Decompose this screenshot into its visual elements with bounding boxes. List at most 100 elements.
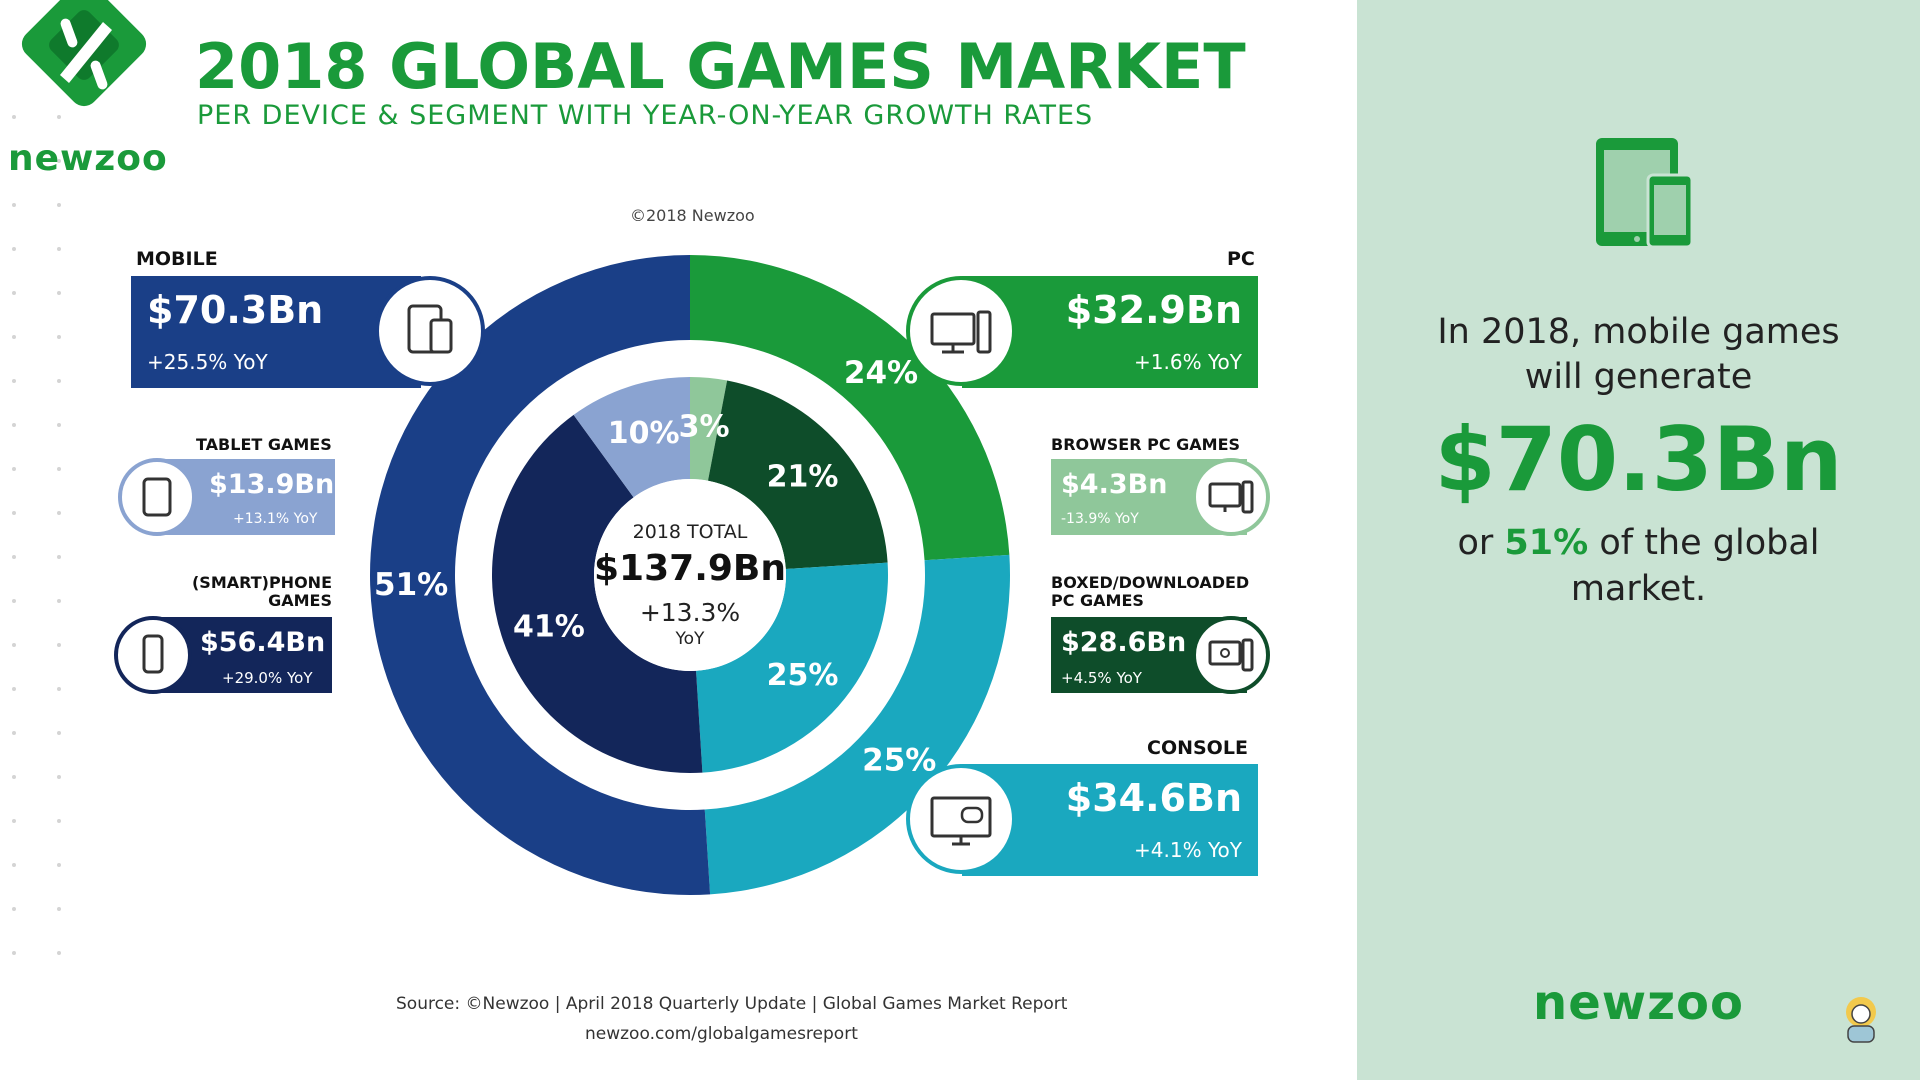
decorative-dot — [57, 335, 61, 339]
donut-center — [594, 479, 786, 671]
boxed-pc-games-label-line1: BOXED/DOWNLOADED — [1051, 573, 1250, 592]
mobile-label: MOBILE — [136, 248, 218, 270]
decorative-dot — [12, 335, 16, 339]
inner-slice-smart-phone-games — [492, 414, 703, 773]
inner-pct-label-boxed-downloaded-pc-games: 21% — [767, 460, 839, 495]
browser-value: $4.3Bn — [1061, 469, 1168, 500]
decorative-dot — [57, 907, 61, 911]
browser-pc-games-label: BROWSER PC GAMES — [1051, 435, 1241, 454]
source-url: newzoo.com/globalgamesreport — [585, 1024, 858, 1044]
decorative-dot — [57, 467, 61, 471]
source-note: Source: ©Newzoo | April 2018 Quarterly U… — [396, 994, 1068, 1014]
decorative-dot — [12, 159, 16, 163]
decorative-dot — [12, 467, 16, 471]
inner-slice-tablet-games — [573, 377, 690, 498]
browser-yoy: -13.9% YoY — [1061, 511, 1139, 527]
outer-slice-console — [704, 554, 1010, 895]
phone-games-label-line2: GAMES — [268, 591, 332, 610]
decorative-dot — [57, 687, 61, 691]
console-tv-gamepad-icon — [906, 764, 1016, 874]
inner-pct-label-browser-pc-games: 3% — [679, 409, 730, 444]
decorative-dot — [57, 643, 61, 647]
tablet-icon — [118, 458, 196, 536]
boxed-yoy: +4.5% YoY — [1061, 669, 1142, 687]
decorative-dot — [57, 379, 61, 383]
phone-yoy: +29.0% YoY — [222, 669, 313, 687]
desktop-computer-icon — [906, 276, 1016, 386]
tablet-games-label: TABLET GAMES — [196, 435, 332, 454]
decorative-dot — [12, 775, 16, 779]
callout-line-1: In 2018, mobile games — [1437, 312, 1840, 352]
tablet-value: $13.9Bn — [209, 469, 335, 500]
console-label: CONSOLE — [1147, 737, 1248, 759]
inner-pct-label-smart-phone-games: 41% — [513, 610, 585, 645]
decorative-dot — [57, 951, 61, 955]
decorative-dot — [12, 731, 16, 735]
decorative-dot — [57, 819, 61, 823]
donut-chart: 24% 25% 51% 3% 21% 25% 41% 10% — [369, 255, 1010, 895]
mobile-value: $70.3Bn — [147, 288, 324, 332]
phone-games-label-line1: (SMART)PHONE — [191, 573, 332, 592]
inner-slice-browser-pc-games — [690, 377, 728, 481]
decorative-dot — [57, 511, 61, 515]
decorative-dot — [12, 423, 16, 427]
page-subtitle: PER DEVICE & SEGMENT WITH YEAR-ON-YEAR G… — [197, 100, 1094, 131]
decorative-dot — [12, 555, 16, 559]
decorative-dot — [12, 907, 16, 911]
decorative-dot — [12, 599, 16, 603]
center-growth: +13.3% — [639, 598, 741, 627]
tablet-yoy: +13.1% YoY — [233, 511, 318, 527]
decorative-dot — [57, 159, 61, 163]
decorative-dot — [12, 511, 16, 515]
decorative-dot — [12, 643, 16, 647]
console-yoy: +4.1% YoY — [1134, 838, 1242, 862]
decorative-dot — [57, 291, 61, 295]
outer-pct-label-console: 25% — [862, 743, 936, 779]
newzoo-logo-icon — [21, 0, 147, 107]
logo-wordmark: newzoo — [8, 138, 168, 179]
pc-value: $32.9Bn — [1065, 288, 1242, 332]
mobile-devices-icon — [375, 276, 485, 386]
callout-big-value: $70.3Bn — [1434, 408, 1843, 511]
copyright-note: ©2018 Newzoo — [630, 206, 755, 225]
inner-slice-boxed-downloaded-pc-games — [707, 380, 888, 569]
decorative-dot — [57, 599, 61, 603]
outer-pct-label-mobile: 51% — [374, 567, 448, 603]
pc-yoy: +1.6% YoY — [1134, 350, 1242, 374]
decorative-dot — [57, 731, 61, 735]
outer-slice-pc — [690, 255, 1010, 561]
tablet-and-phone-icon — [1596, 138, 1694, 249]
decorative-dot — [12, 379, 16, 383]
smartphone-icon — [114, 616, 192, 694]
pc-label: PC — [1227, 248, 1255, 270]
mobile-value-box: $70.3Bn +25.5% YoY — [131, 276, 421, 388]
decorative-dot — [57, 423, 61, 427]
download-pc-icon — [1192, 616, 1270, 694]
decorative-dot — [57, 555, 61, 559]
inner-pct-label-console: 25% — [767, 658, 839, 693]
decorative-dot — [57, 863, 61, 867]
boxed-pc-games-label-line2: PC GAMES — [1051, 591, 1144, 610]
decorative-dot — [12, 951, 16, 955]
boxed-pc-games-label: BOXED/DOWNLOADED PC GAMES — [1051, 574, 1249, 610]
callout-line-2: will generate — [1524, 357, 1753, 397]
callout-pct: 51% — [1504, 523, 1589, 563]
center-total-value: $137.9Bn — [594, 548, 786, 589]
decorative-dot — [12, 115, 16, 119]
outer-pct-label-pc: 24% — [844, 355, 918, 391]
callout-line-4: market. — [1570, 569, 1707, 609]
decorative-dot — [12, 291, 16, 295]
center-label: 2018 TOTAL — [632, 521, 748, 543]
decorative-dot — [12, 203, 16, 207]
decorative-dot — [12, 247, 16, 251]
mascot-icon — [1846, 997, 1876, 1043]
decorative-dot — [12, 687, 16, 691]
browser-pc-icon — [1192, 458, 1270, 536]
console-value: $34.6Bn — [1065, 776, 1242, 820]
callout-intro: In 2018, mobile games will generate — [1357, 310, 1920, 400]
decorative-dot — [57, 115, 61, 119]
boxed-value: $28.6Bn — [1061, 627, 1187, 658]
decorative-dot — [12, 863, 16, 867]
center-growth-unit: YoY — [675, 629, 705, 649]
callout-pre: or — [1457, 523, 1505, 563]
